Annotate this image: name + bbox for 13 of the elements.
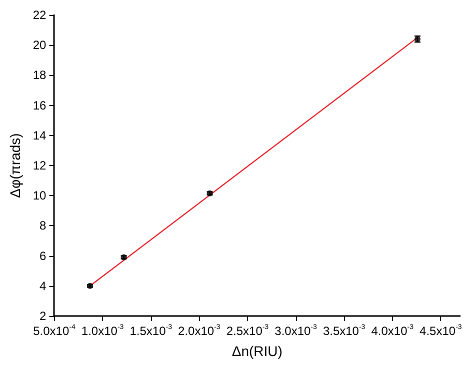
y-tick-label: 14 — [32, 128, 47, 142]
y-tick-label: 4 — [40, 278, 47, 293]
y-tick-label: 22 — [32, 8, 47, 22]
y-tick-label: 10 — [32, 188, 47, 203]
y-tick-label: 8 — [40, 218, 47, 233]
y-tick-label: 6 — [40, 248, 47, 263]
y-tick-label: 20 — [32, 38, 47, 52]
y-tick-label: 16 — [32, 98, 47, 112]
y-axis-title: Δφ(πrads) — [7, 133, 23, 198]
x-axis-title: Δn(RIU) — [232, 343, 282, 359]
y-tick-label: 18 — [32, 68, 47, 82]
y-tick-label: 12 — [32, 158, 47, 172]
y-tick-label: 2 — [40, 309, 47, 323]
